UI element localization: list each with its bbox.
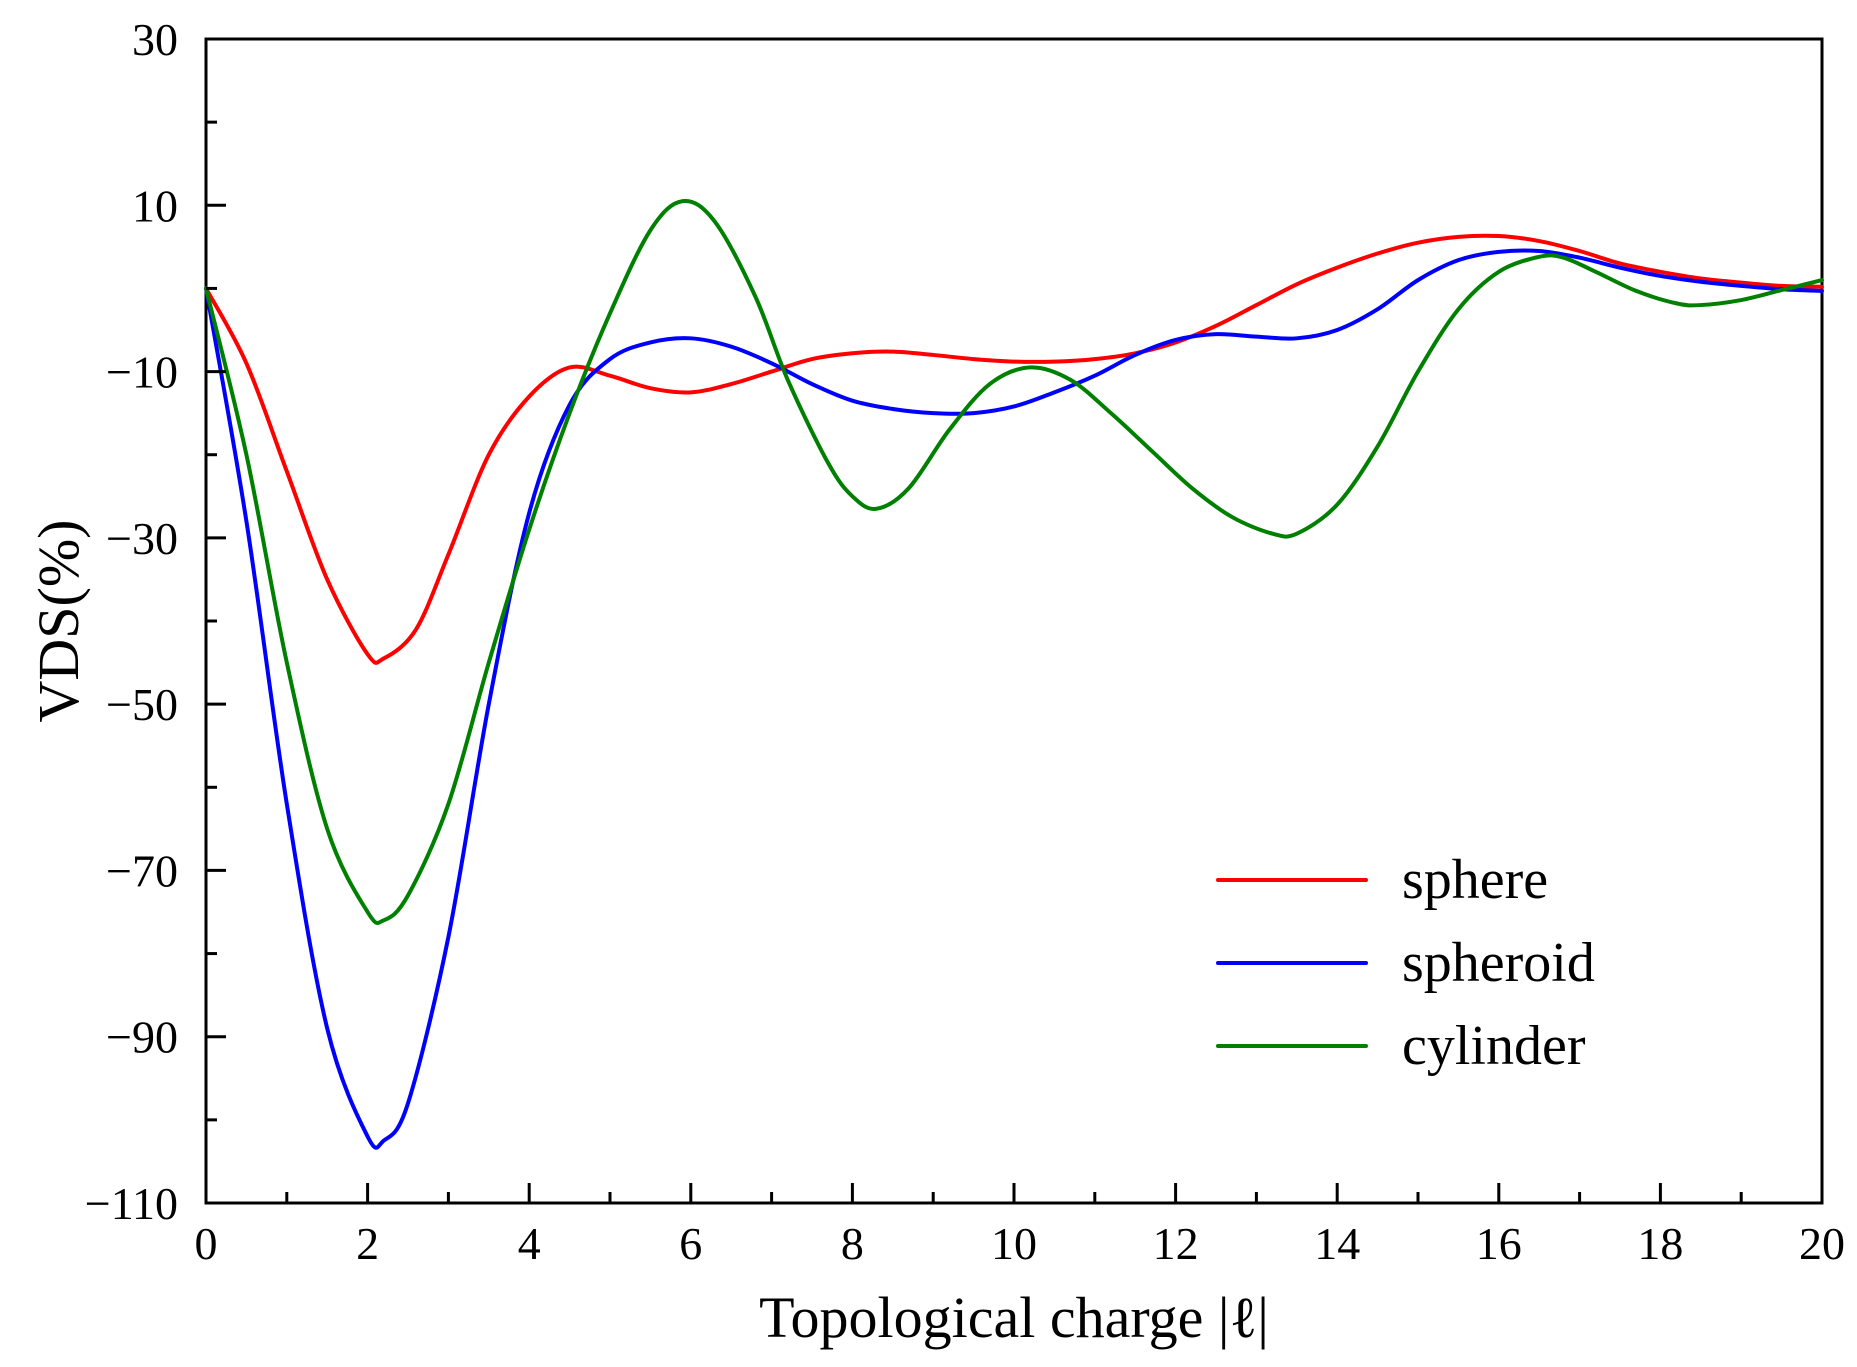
x-tick-label: 18 bbox=[1637, 1218, 1683, 1269]
x-tick-label: 4 bbox=[518, 1218, 541, 1269]
legend-label-cylinder: cylinder bbox=[1402, 1015, 1586, 1077]
x-tick-label: 14 bbox=[1314, 1218, 1360, 1269]
y-tick-label: −30 bbox=[106, 513, 178, 564]
x-tick-label: 10 bbox=[991, 1218, 1037, 1269]
x-tick-label: 6 bbox=[679, 1218, 702, 1269]
y-tick-label: 30 bbox=[132, 14, 178, 65]
y-tick-label: 10 bbox=[132, 180, 178, 231]
x-tick-label: 0 bbox=[195, 1218, 218, 1269]
x-tick-label: 2 bbox=[356, 1218, 379, 1269]
y-tick-label: −50 bbox=[106, 679, 178, 730]
x-tick-label: 16 bbox=[1476, 1218, 1522, 1269]
series-line-cylinder bbox=[204, 198, 1824, 925]
y-axis-ticks: 30 10 −10 −30 −50 −70 −90 −110 bbox=[85, 14, 226, 1229]
x-tick-label: 8 bbox=[841, 1218, 864, 1269]
series-line-sphere bbox=[204, 233, 1824, 665]
x-axis-ticks: 0 2 4 6 8 10 12 14 16 18 20 bbox=[195, 1183, 1845, 1269]
legend-label-sphere: sphere bbox=[1402, 849, 1548, 911]
legend-label-spheroid: spheroid bbox=[1402, 932, 1595, 994]
y-tick-label: −10 bbox=[106, 347, 178, 398]
y-tick-label: −90 bbox=[106, 1012, 178, 1063]
y-axis-title: VDS(%) bbox=[26, 520, 91, 723]
y-tick-label: −110 bbox=[85, 1178, 178, 1229]
x-axis-title: Topological charge |ℓ| bbox=[759, 1285, 1269, 1350]
series-line-spheroid bbox=[204, 248, 1824, 1150]
x-tick-label: 20 bbox=[1799, 1218, 1845, 1269]
legend: sphere spheroid cylinder bbox=[1216, 849, 1595, 1077]
x-tick-label: 12 bbox=[1153, 1218, 1199, 1269]
y-tick-label: −70 bbox=[106, 845, 178, 896]
series-group bbox=[204, 198, 1824, 1150]
